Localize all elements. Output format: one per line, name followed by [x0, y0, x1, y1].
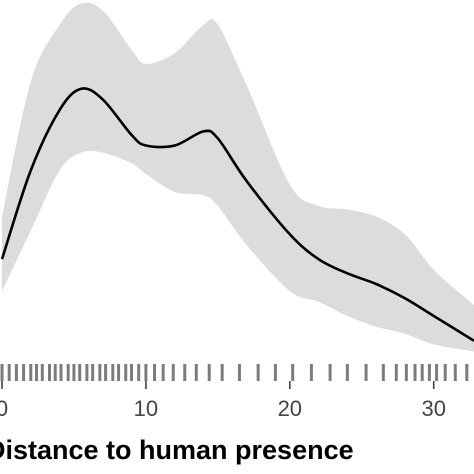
x-tick-label: 0 — [0, 396, 8, 421]
confidence-band — [2, 2, 474, 352]
x-axis-title: Distance to human presence — [0, 435, 354, 465]
x-tick-label: 10 — [134, 396, 158, 421]
plot: 0 10 20 30 — [0, 2, 474, 421]
x-tick-label: 20 — [278, 396, 302, 421]
x-tick-label: 30 — [421, 396, 445, 421]
line — [0, 87, 474, 342]
